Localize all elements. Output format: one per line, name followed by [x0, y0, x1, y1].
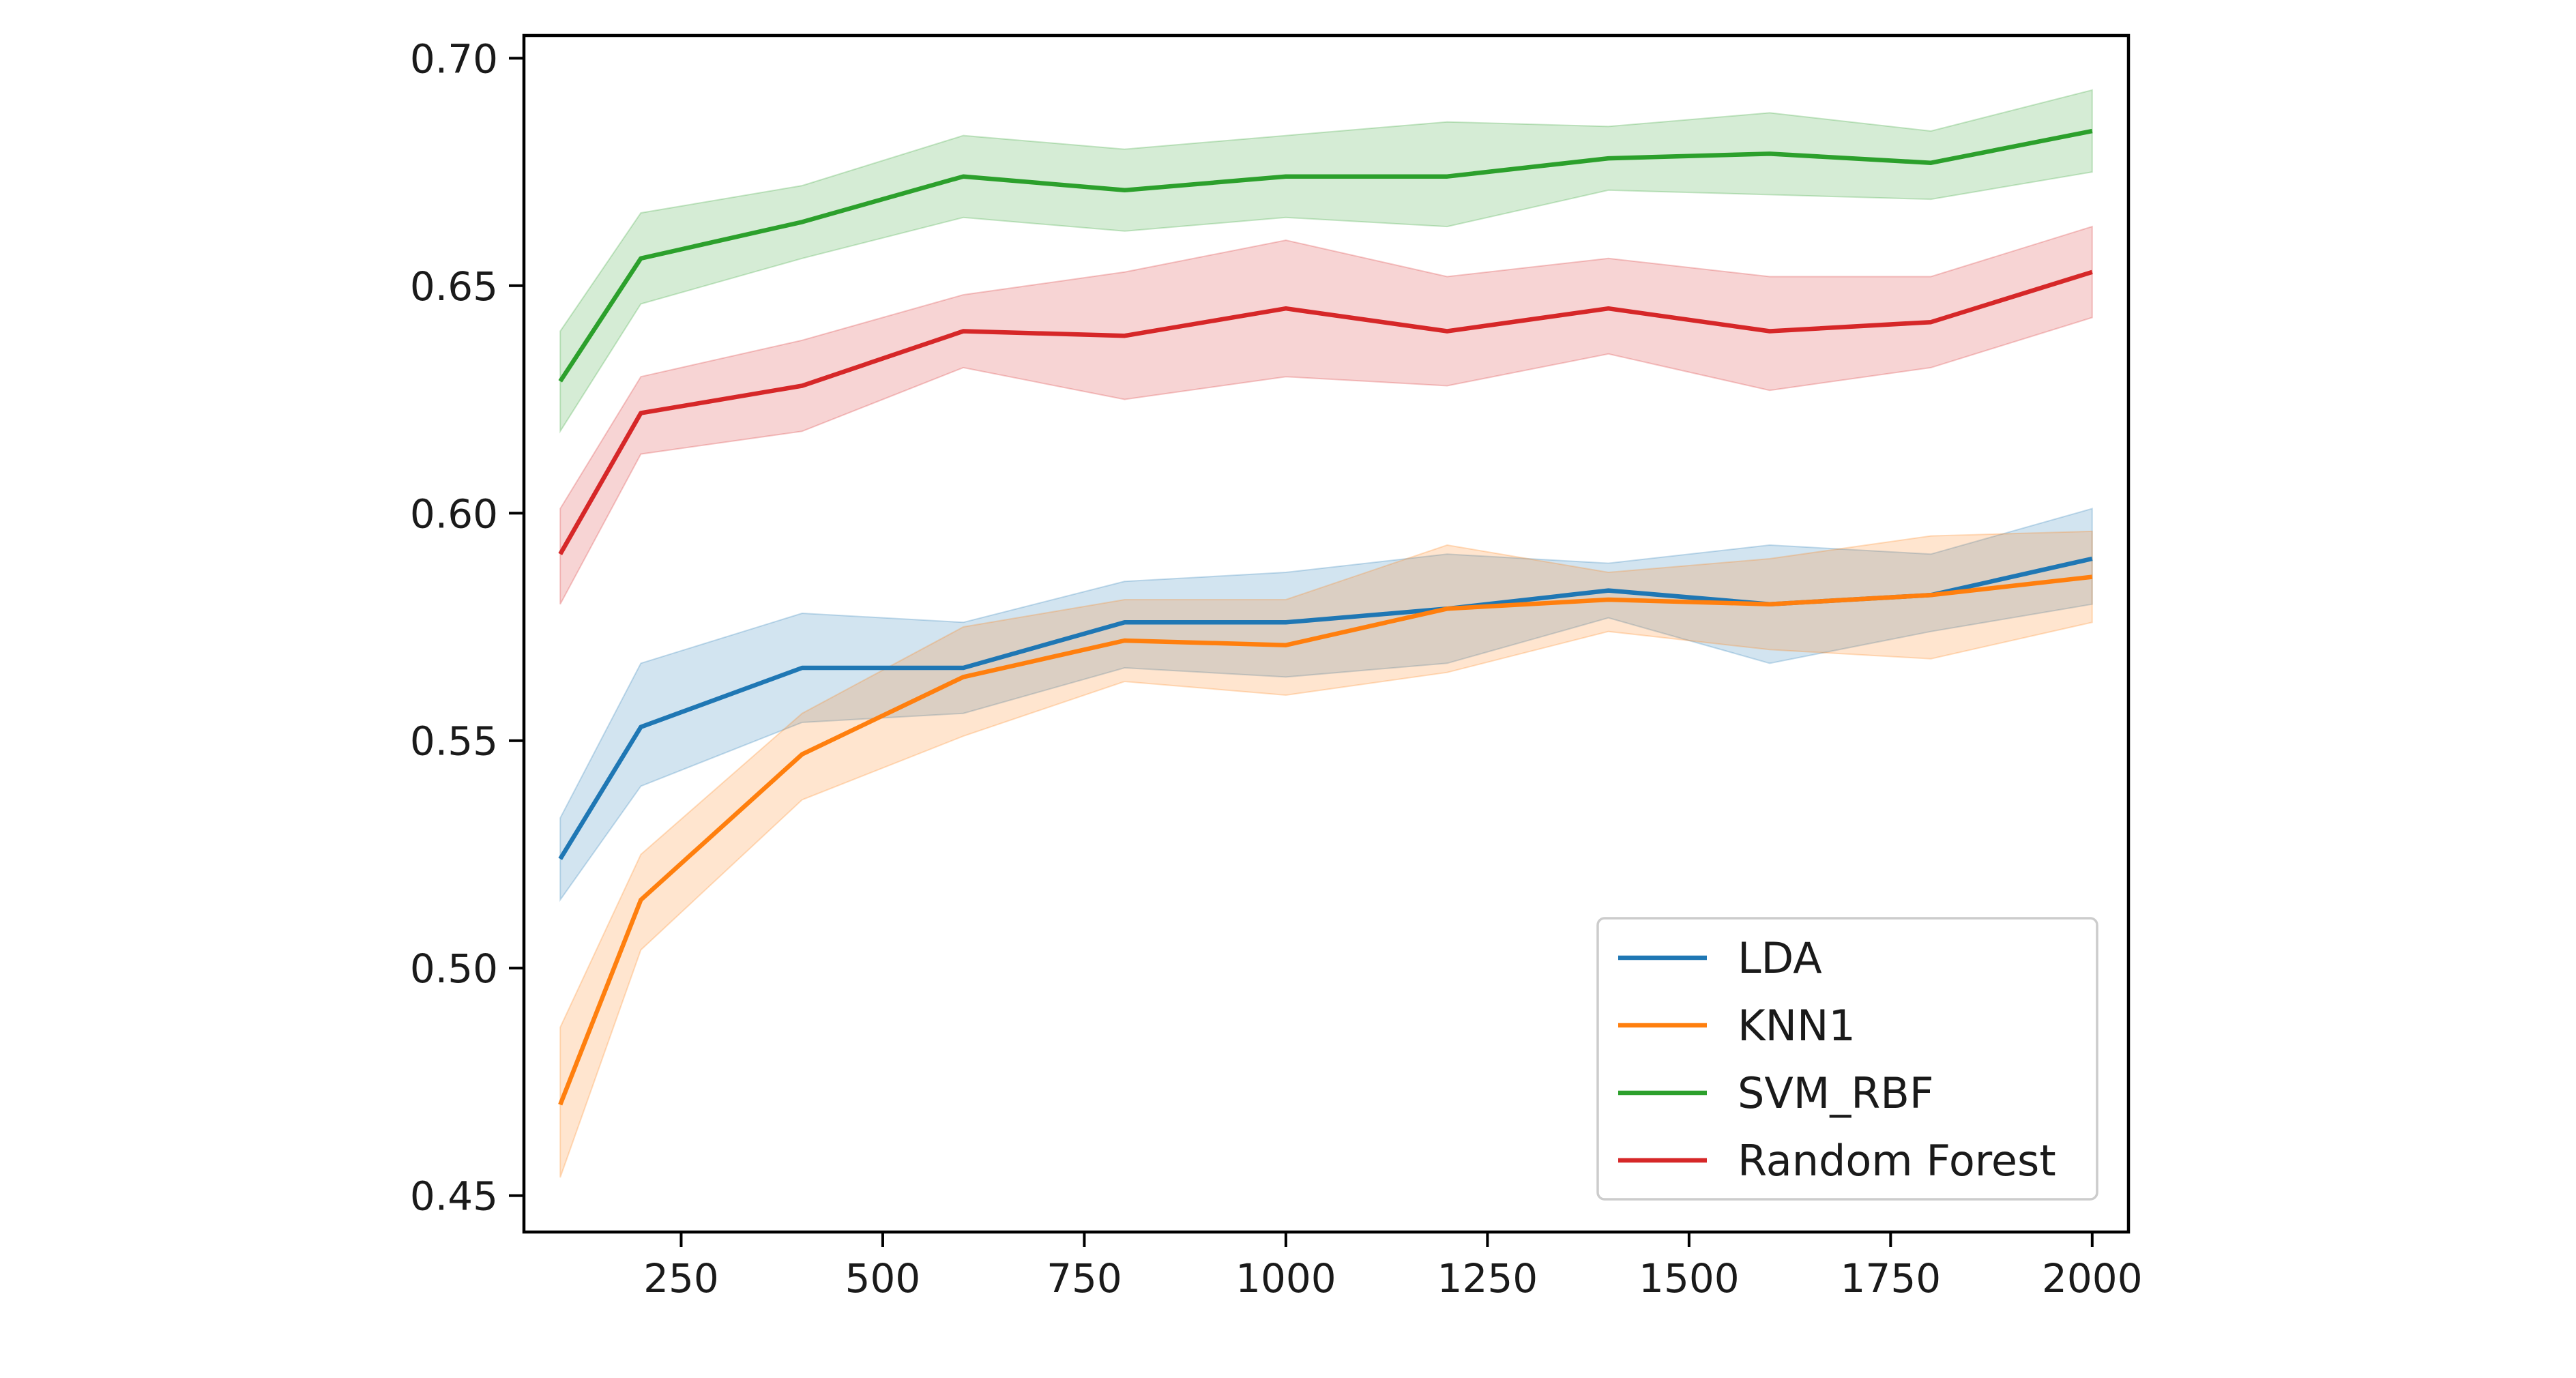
- legend-label-svm-rbf: SVM_RBF: [1738, 1068, 1934, 1118]
- y-tick-label: 0.45: [410, 1173, 498, 1220]
- legend: LDA KNN1 SVM_RBF Random Forest: [1596, 917, 2098, 1201]
- y-tick-label: 0.70: [410, 35, 498, 82]
- plot-area-frame: [522, 33, 2131, 1234]
- x-tick-label: 250: [643, 1255, 719, 1302]
- x-tick-label: 1000: [1235, 1255, 1336, 1302]
- knn1-confidence-band: [559, 530, 2093, 1178]
- x-tick-label: 1500: [1639, 1255, 1740, 1302]
- x-tick-label: 500: [845, 1255, 921, 1302]
- lda-confidence-band: [559, 508, 2093, 903]
- y-tick-label: 0.55: [410, 718, 498, 765]
- x-tick-label: 1750: [1841, 1255, 1942, 1302]
- legend-box: [1596, 917, 2098, 1201]
- series-lines: [558, 128, 2093, 1106]
- y-tick-label: 0.60: [410, 490, 498, 537]
- x-tick-label: 1250: [1437, 1255, 1538, 1302]
- x-tick-label: 750: [1046, 1255, 1122, 1302]
- y-tick-label: 0.65: [410, 263, 498, 310]
- legend-label-lda: LDA: [1738, 933, 1822, 983]
- svm-rbf-confidence-band: [559, 89, 2093, 434]
- legend-label-random-forest: Random Forest: [1738, 1136, 2056, 1186]
- legend-label-knn1: KNN1: [1738, 1001, 1856, 1051]
- x-axis: 250 500 750 1000 1250 1500 1750 2000: [643, 1232, 2143, 1302]
- y-axis: 0.45 0.50 0.55 0.60 0.65 0.70: [410, 35, 524, 1220]
- y-tick-label: 0.50: [410, 945, 498, 992]
- x-tick-label: 2000: [2042, 1255, 2143, 1302]
